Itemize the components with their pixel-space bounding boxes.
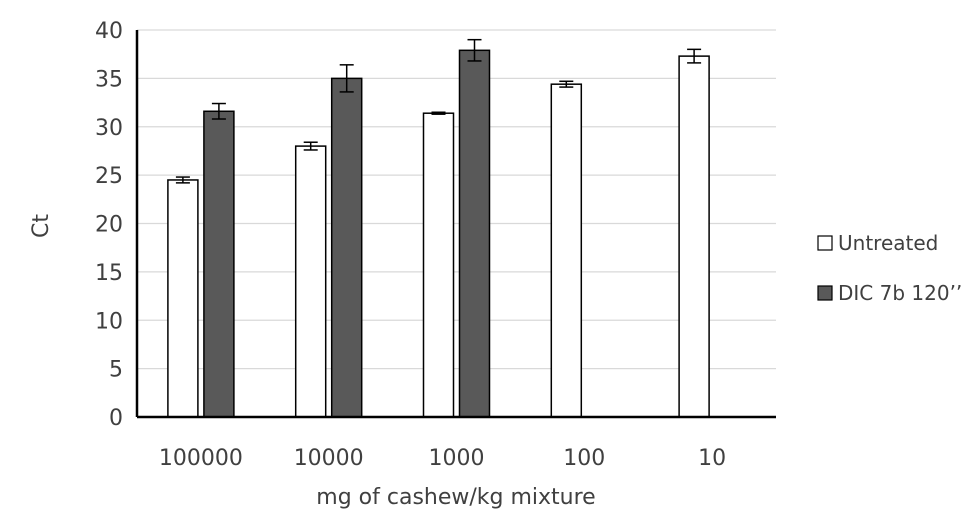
x-tick-label: 100000 xyxy=(159,446,243,471)
y-tick-label: 25 xyxy=(95,164,123,189)
bar xyxy=(330,77,363,418)
x-tick-label: 10 xyxy=(698,446,726,471)
bar xyxy=(203,110,235,418)
bar xyxy=(422,112,455,418)
tick-labels: 0 5 10 15 20 25 30 35 40 100000 10000 1000 100 10 xyxy=(95,19,726,471)
y-tick-label: 20 xyxy=(95,213,123,238)
legend-label: Untreated xyxy=(838,231,938,255)
y-tick-label: 15 xyxy=(95,261,123,286)
y-tick-label: 35 xyxy=(95,67,123,92)
x-axis-label: mg of cashew/kg mixture xyxy=(316,485,595,510)
bars xyxy=(167,38,710,418)
bar xyxy=(294,145,327,418)
y-tick-label: 10 xyxy=(95,309,123,334)
bar xyxy=(458,49,491,418)
legend-swatch xyxy=(817,285,833,301)
axes xyxy=(135,30,776,419)
x-tick-label: 100 xyxy=(563,446,605,471)
legend-label: DIC 7b 120’’ xyxy=(838,281,962,305)
y-tick-label: 0 xyxy=(109,406,123,431)
x-tick-label: 1000 xyxy=(429,446,485,471)
y-tick-label: 30 xyxy=(95,116,123,141)
x-tick-label: 10000 xyxy=(294,446,364,471)
bar xyxy=(678,55,710,418)
bar xyxy=(550,83,583,418)
y-tick-label: 40 xyxy=(95,19,123,44)
y-tick-label: 5 xyxy=(109,358,123,383)
gridlines xyxy=(137,29,776,370)
legend: Untreated DIC 7b 120’’ xyxy=(817,231,962,305)
y-axis-label: Ct xyxy=(29,214,54,238)
legend-swatch xyxy=(817,235,833,251)
bar xyxy=(167,179,199,418)
